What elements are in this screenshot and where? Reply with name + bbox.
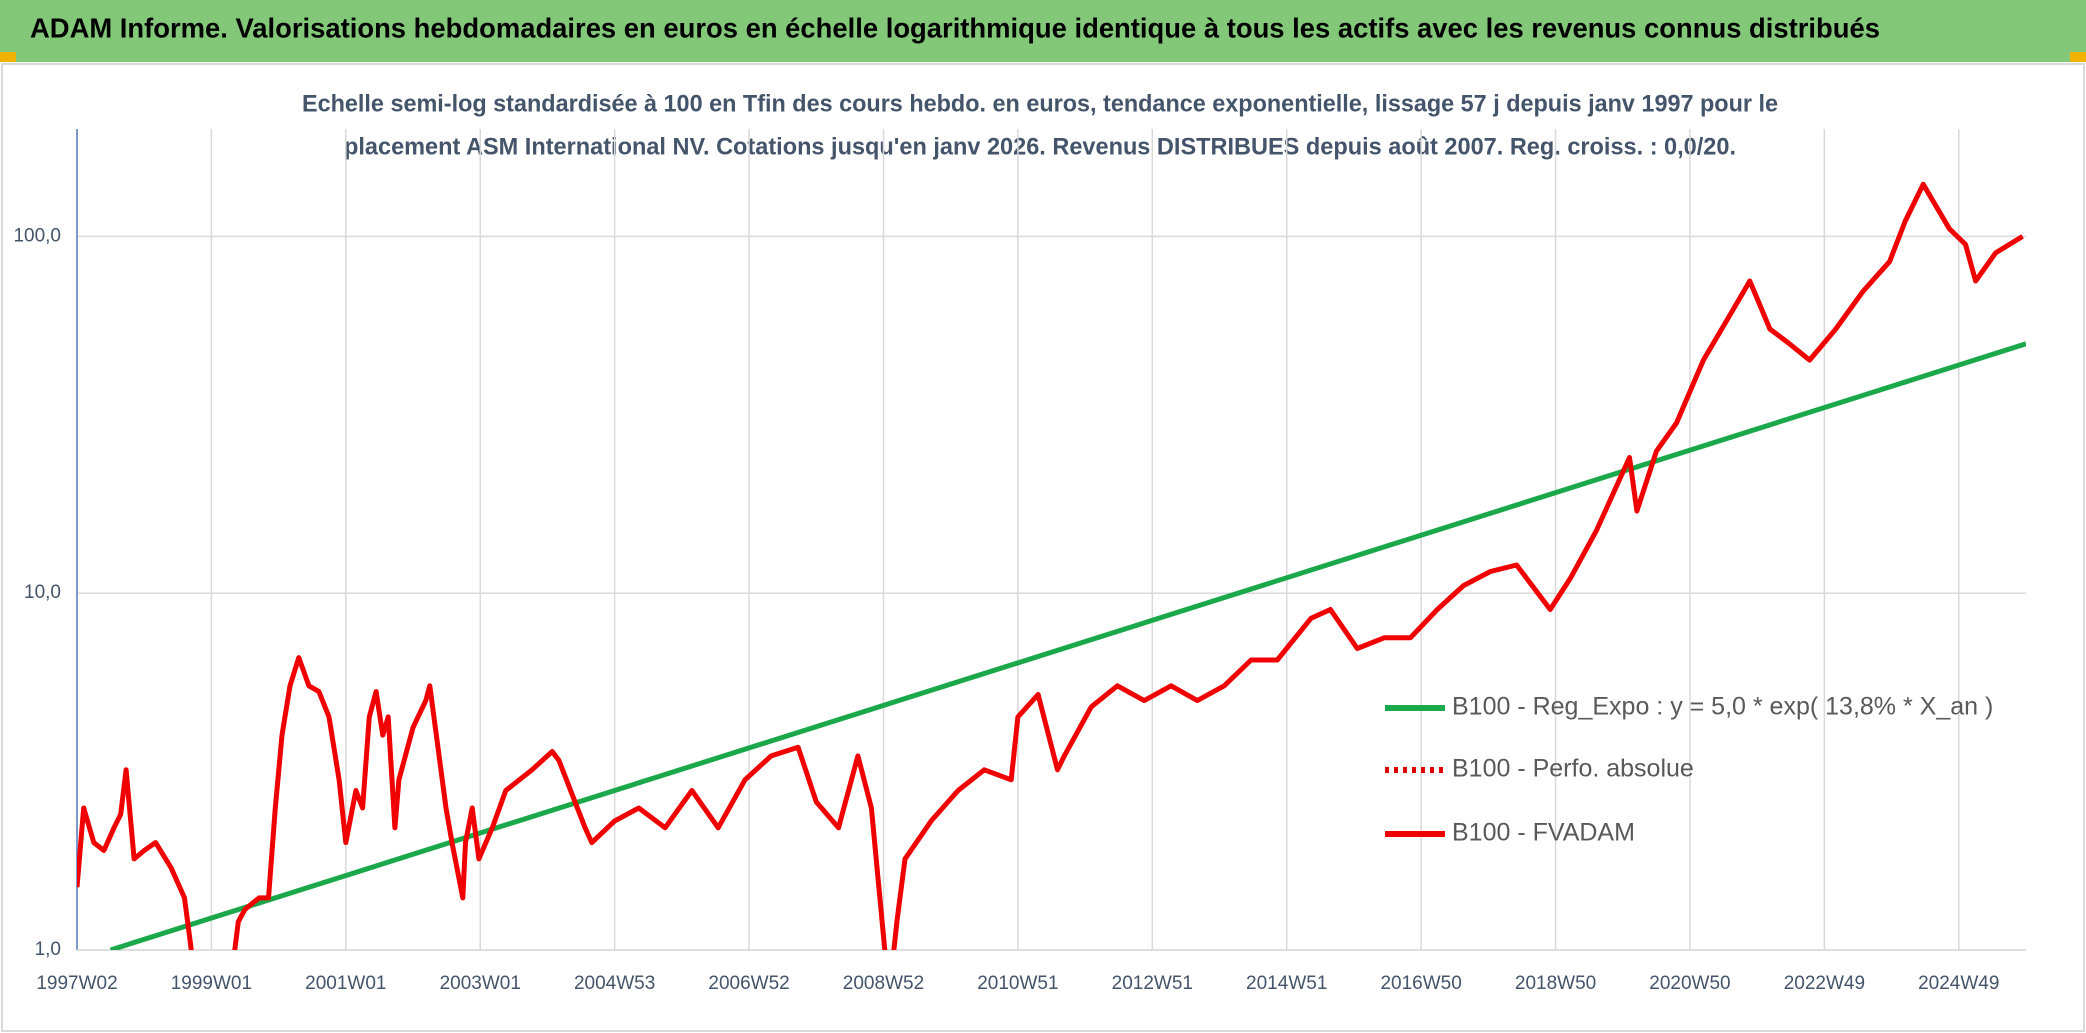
x-tick-label: 2014W51 [1246,973,1327,994]
x-tick-label: 2004W53 [574,973,655,994]
corner-tab [0,52,16,62]
x-tick-label: 1997W02 [36,973,117,994]
x-tick-label: 2016W50 [1380,973,1461,994]
x-tick-label: 2008W52 [843,973,924,994]
series-line [109,341,2026,950]
x-tick-label: 2006W52 [708,973,789,994]
plot-area: 1,0 10,0 100,0 1997W02 1999W01 2001W01 2003W01… [13,129,2026,994]
x-tick-label: 2003W01 [440,973,521,994]
series-line [77,181,2024,950]
x-tick-label: 2024W49 [1918,973,1999,994]
y-tick-label: 10,0 [24,582,61,603]
legend-label: B100 - FVADAM [1452,819,1635,847]
x-tick-label: 1999W01 [171,973,252,994]
legend-label: B100 - Perfo. absolue [1452,755,1694,783]
x-tick-label: 2022W49 [1784,973,1865,994]
frame [1,63,2085,1032]
x-tick-label: 2010W51 [977,973,1058,994]
y-tick-label: 100,0 [13,225,61,246]
x-tick-label: 2012W51 [1112,973,1193,994]
header-bar [0,0,2086,62]
y-tick-label: 1,0 [35,939,61,960]
chart-subtitle: placement ASM International NV. Cotation… [344,133,1736,160]
x-tick-label: 2018W50 [1515,973,1596,994]
header-title: ADAM Informe. Valorisations hebdomadaire… [30,12,1880,43]
x-tick-label: 2020W50 [1649,973,1730,994]
corner-tab [2070,52,2086,62]
legend-label: B100 - Reg_Expo : y = 5,0 * exp( 13,8% *… [1452,693,1993,721]
x-tick-label: 2001W01 [305,973,386,994]
chart-subtitle: Echelle semi-log standardisée à 100 en T… [302,90,1778,117]
